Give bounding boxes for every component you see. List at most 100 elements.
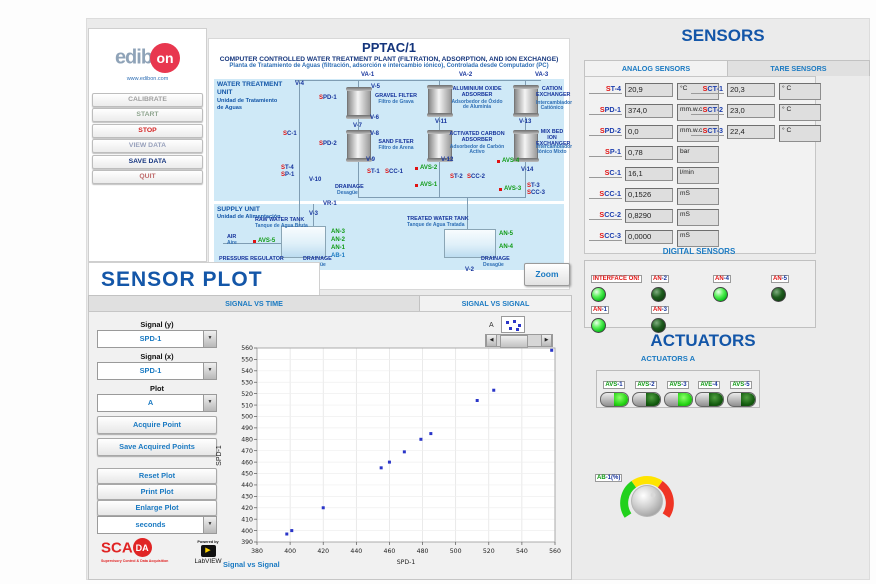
- diagram-label: ST-4: [281, 165, 294, 171]
- time-unit-dropdown[interactable]: seconds ▼: [97, 516, 217, 534]
- sensor-value: 23,0: [727, 104, 775, 118]
- control-label: Signal (x): [140, 352, 174, 361]
- plot-panel: Signal (y) SPD-1 ▼ Signal (x) SPD-1 ▼: [88, 311, 572, 580]
- sensor-tag: SPD-1: [589, 104, 622, 115]
- sensor-plot-title: SENSOR PLOT: [101, 268, 263, 291]
- pipe: [299, 80, 300, 226]
- scroll-left-icon[interactable]: ◀: [486, 335, 497, 346]
- chevron-down-icon[interactable]: ▼: [203, 331, 216, 347]
- sensor-value: 0,1526: [625, 188, 673, 202]
- aluminium-oxide-adsorber-vessel: [427, 85, 453, 117]
- diagram-label: ST-3: [527, 183, 540, 189]
- diagram-label: GRAVEL FILTER: [375, 93, 417, 99]
- control-button[interactable]: QUIT: [92, 170, 203, 184]
- actuator-toggle[interactable]: [694, 392, 724, 407]
- dropdown-value: SPD-1: [139, 366, 162, 375]
- diagram-label: AB-1: [331, 253, 346, 259]
- brand-panel: edib on www.edibon.com CALIBRATE START ST…: [88, 28, 207, 262]
- diagram-label: SPD-1: [319, 95, 337, 101]
- chevron-down-icon[interactable]: ▼: [203, 395, 216, 411]
- diagram-label: AVS-1: [415, 182, 437, 188]
- plot-action-button[interactable]: Save Acquired Points: [97, 438, 217, 456]
- actuator-toggle[interactable]: [726, 392, 756, 407]
- diagram-label: Desagüe: [483, 262, 504, 268]
- digital-sensor-label: AN-5: [771, 275, 790, 283]
- zoom-button[interactable]: Zoom: [524, 263, 570, 286]
- chevron-down-icon[interactable]: ▼: [203, 517, 216, 533]
- digital-sensor: INTERFACE ON!: [591, 267, 642, 302]
- sensor-unit: ° C: [779, 125, 821, 142]
- dropdown-value: SPD-1: [139, 334, 162, 343]
- plot-tool-button[interactable]: Reset Plot: [97, 468, 217, 484]
- diagram-label: Aire: [227, 240, 237, 246]
- actuator-toggle[interactable]: [599, 392, 629, 407]
- svg-text:500: 500: [450, 548, 462, 555]
- plot-tool-button[interactable]: Enlarge Plot: [97, 500, 217, 516]
- control-button[interactable]: START: [92, 108, 203, 122]
- actuator-toggle[interactable]: [663, 392, 693, 407]
- plot-tool-button[interactable]: Print Plot: [97, 484, 217, 500]
- sensor-row: SC-1 16,1 l/min: [589, 167, 719, 184]
- digital-sensor: AN-2: [651, 267, 670, 302]
- tab-tare-sensors[interactable]: TARE SENSORS: [727, 60, 870, 76]
- plot-legend-icon: [501, 316, 525, 333]
- diagram-label: DRAINAGE: [335, 184, 364, 190]
- digital-sensor-label: AN-4: [713, 275, 732, 283]
- control-button[interactable]: CALIBRATE: [92, 92, 203, 107]
- tab-signal-vs-signal[interactable]: SIGNAL VS SIGNAL: [419, 295, 572, 311]
- actuator: AVS-1: [599, 373, 629, 407]
- diagram-label: V-7: [353, 123, 363, 129]
- pump-knob[interactable]: [618, 474, 676, 530]
- control-button[interactable]: STOP: [92, 123, 203, 138]
- signal-dropdown[interactable]: SPD-1 ▼: [97, 330, 217, 348]
- edibon-logo-text: edib: [114, 46, 153, 69]
- scroll-right-icon[interactable]: ▶: [541, 335, 552, 346]
- actuator-label: AVE-4: [698, 381, 720, 389]
- edibon-logo: edib on: [89, 43, 206, 73]
- actuators-switch-panel: AVS-1 AVS-2 AVS-3 AVE-4 AVS-5: [596, 370, 760, 408]
- diagram-label: de Aguas: [217, 105, 242, 111]
- plant-title: PPTAC/1: [362, 40, 416, 55]
- svg-text:520: 520: [483, 548, 495, 555]
- labview-icon: ▶: [200, 545, 216, 557]
- actuator: AVS-2: [631, 373, 661, 407]
- sensor-row: SCT-2 23,0 ° C: [691, 104, 821, 121]
- sensor-unit: l/min: [677, 167, 719, 184]
- sensor-unit: mS: [677, 188, 719, 205]
- chevron-down-icon[interactable]: ▼: [203, 363, 216, 379]
- actuators-subtitle: ACTUATORS A: [640, 354, 696, 363]
- plot-legend-label: A: [489, 322, 494, 329]
- tab-analog-sensors[interactable]: ANALOG SENSORS: [584, 60, 728, 76]
- diagram-label: Adsorbedor de Óxido de Alumínia: [451, 99, 503, 111]
- sensor-value: 16,1: [625, 167, 673, 181]
- svg-text:480: 480: [241, 436, 253, 443]
- scatter-chart: 380 400 420 440 460 480 500 520 540 560 390 400 410 4…: [223, 338, 563, 568]
- plot-control: Signal (y) SPD-1 ▼: [97, 320, 217, 348]
- control-button[interactable]: VIEW DATA: [92, 139, 203, 153]
- sensor-unit: bar: [677, 146, 719, 163]
- plot-footer-label: Signal vs Signal: [223, 560, 280, 569]
- pipe: [467, 197, 468, 229]
- diagram-label: UNIT: [217, 89, 233, 96]
- sensor-unit: mm.w.c.: [677, 104, 719, 121]
- signal-dropdown[interactable]: A ▼: [97, 394, 217, 412]
- tab-signal-vs-time[interactable]: SIGNAL VS TIME: [88, 295, 420, 311]
- svg-text:440: 440: [350, 548, 362, 555]
- plot-control: Signal (x) SPD-1 ▼: [97, 352, 217, 380]
- gravel-filter-vessel: [346, 87, 372, 119]
- sensor-unit: ° C: [779, 104, 821, 121]
- plot-action-button[interactable]: Acquire Point: [97, 416, 217, 434]
- diagram-label: Unidad de Alimentación: [217, 214, 281, 220]
- diagram-label: SP-1: [281, 172, 295, 178]
- diagram-label: Intercambiador Iónico Mixto: [536, 144, 573, 156]
- svg-text:420: 420: [317, 548, 329, 555]
- signal-dropdown[interactable]: SPD-1 ▼: [97, 362, 217, 380]
- diagram-label: V-12: [441, 157, 454, 163]
- plot-scrollbar[interactable]: ◀ ▶: [485, 334, 553, 348]
- actuators-title: ACTUATORS: [650, 331, 756, 350]
- actuator-toggle[interactable]: [631, 392, 661, 407]
- control-button[interactable]: SAVE DATA: [92, 154, 203, 169]
- scrollbar-thumb[interactable]: [500, 335, 528, 348]
- sensor-tag: SCC-2: [589, 209, 622, 220]
- sensor-tag: SCT-3: [691, 125, 724, 136]
